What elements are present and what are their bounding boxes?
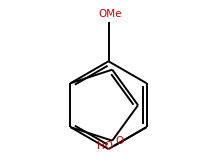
Text: OMe: OMe bbox=[98, 9, 122, 19]
Text: O: O bbox=[115, 136, 123, 146]
Text: HO: HO bbox=[97, 141, 113, 151]
